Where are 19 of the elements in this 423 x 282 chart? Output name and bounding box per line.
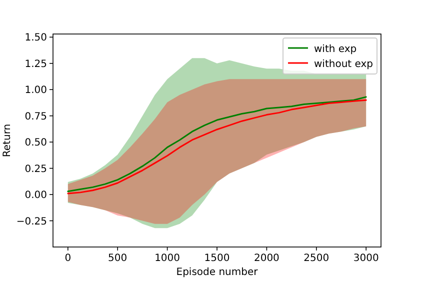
y-tick-label: 1.00 [24,85,47,96]
y-tick-label: 1.50 [24,32,47,44]
legend-label: with exp [314,44,357,55]
y-tick-label: 0.25 [24,164,47,175]
x-tick-label: 0 [64,253,72,264]
y-tick-label: 0.75 [24,111,47,122]
x-tick-label: 1500 [204,253,230,264]
legend-label: without exp [314,59,374,70]
y-tick-label: 0.00 [24,190,47,202]
y-axis-title: Return [2,124,13,158]
x-tick-label: 500 [108,253,128,264]
x-tick-label: 2000 [254,253,280,264]
y-tick-label: 0.50 [24,138,47,149]
y-tick-label: 1.25 [24,58,47,70]
y-tick-label: −0.25 [16,216,47,228]
x-tick-label: 3000 [353,253,379,264]
x-tick-label: 1000 [154,253,180,264]
x-axis-title: Episode number [176,267,259,278]
x-tick-label: 2500 [304,253,330,264]
